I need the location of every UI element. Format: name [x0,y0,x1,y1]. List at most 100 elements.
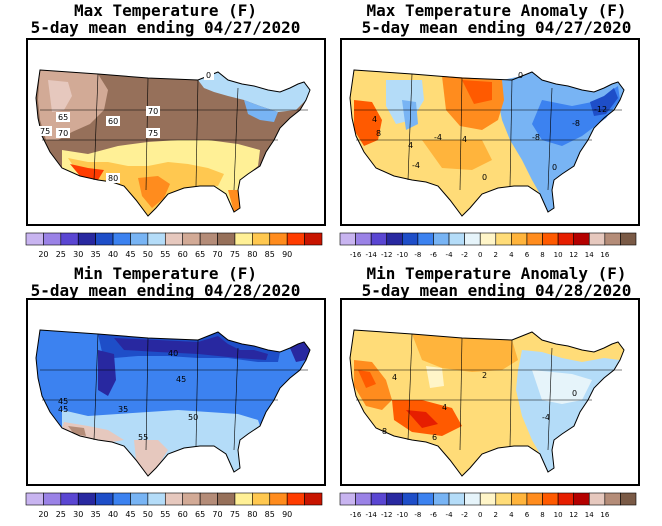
colorbar-tick-label: 85 [265,510,275,519]
colorbar-swatch [573,492,590,506]
us-outline [349,329,625,477]
region-north-central-hotter [462,80,492,104]
colorbar-tick-label: 35 [91,250,101,259]
colorbar-tick-label: -6 [430,511,438,519]
colorbar-tick-label: 16 [600,511,609,519]
colorbar-swatch [25,232,44,246]
colorbar-tick-label: 50 [143,510,153,519]
map-frame: 4 2 4 8 -4 0 6 [340,298,640,486]
contour-labels: 4 2 4 8 -4 0 6 [382,371,577,442]
panel-title-line1: Min Temperature (F) [73,264,258,283]
colorbar-swatch [130,232,149,246]
colorbar-swatch [164,232,183,246]
colorbar-svg: -16 -14 -12 -10 -8 -6 -4 -2 0 2 4 6 8 10 12 14 16 [339,232,637,259]
contour-label: -8 [532,133,540,142]
colorbar-swatch [234,492,253,506]
colorbar-tick-label: -12 [381,251,392,259]
contour-label: -8 [572,119,580,128]
panel-title-line1: Max Temperature Anomaly (F) [366,1,627,20]
colorbar-swatch [252,232,271,246]
colorbar-swatch [286,232,305,246]
colorbar-swatch [43,232,62,246]
colorbar-tick-label: 25 [56,250,66,259]
colorbar-tick-label: 80 [247,510,257,519]
colorbar-tick-label: 75 [230,250,240,259]
colorbar-tick-label: -2 [461,251,468,259]
contour-label: -4 [434,133,442,142]
contour-label: 45 [58,397,68,406]
colorbar-tick-label: -14 [365,251,377,259]
colorbar-swatch [386,232,403,246]
colorbar-tick-label: 65 [195,510,205,519]
contour-label: 4 [442,403,447,412]
contour-label: 35 [118,405,128,414]
colorbar-tick-label: 35 [91,510,101,519]
colorbar-swatch [60,492,79,506]
colorbar-swatch [464,232,481,246]
colorbar-swatch [147,492,166,506]
colorbar-swatch [304,232,323,246]
colorbar-tick-label: -10 [397,511,408,519]
contour-label: 45 [176,375,186,384]
colorbar-swatch [479,492,497,506]
colorbar-tick-label: 55 [160,510,170,519]
region-east-neutral [532,370,592,404]
colorbar-swatch [370,492,388,506]
colorbar-swatch [199,232,218,246]
colorbar-tick-label: -6 [430,251,438,259]
colorbar-tick-label: 40 [108,510,118,519]
colorbar-tick-label: 25 [56,510,66,519]
colorbar-tick-label: -4 [446,251,454,259]
colorbar-swatch [112,492,131,506]
colorbar-swatch [557,492,574,506]
region-sw-hottest [406,410,438,428]
contour-label: 0 [482,173,487,182]
colorbar-tick-label: 0 [478,511,482,519]
colorbar-tick-label: 65 [195,250,205,259]
colorbar-swatch [95,492,114,506]
contour-label: 8 [382,427,387,436]
colorbar-tick-label: 2 [494,511,498,519]
region-west-light [48,80,72,112]
colorbar-swatch [620,232,637,246]
colorbar-swatch [495,492,512,506]
region-mid-cool [426,366,444,388]
colorbar-swatch [433,232,450,246]
colorbar-tick-label: 70 [212,250,222,259]
colorbar-tick-label: 12 [569,251,578,259]
colorbar-tick-label: 90 [282,250,292,259]
colorbar-swatch [304,492,323,506]
colorbar-swatch [25,492,44,506]
colorbar-swatch [620,492,637,506]
colorbar-tick-label: 14 [585,511,594,519]
colorbar-swatch [448,492,465,506]
colorbar-swatch [433,492,450,506]
colorbar: -16 -14 -12 -10 -8 -6 -4 -2 0 2 4 6 8 10 12 14 16 [339,232,637,261]
colorbar-tick-label: 8 [540,251,544,259]
map-frame: 40 45 45 45 35 50 55 [26,298,326,486]
contour-label: 4 [462,135,467,144]
colorbar-swatch [355,492,372,506]
colorbar-swatch [604,492,621,506]
panel-title-line1: Min Temperature Anomaly (F) [366,264,627,283]
region-cool-great-lakes [244,100,278,122]
region-south-hot [70,164,104,180]
colorbar-swatch [77,232,96,246]
colorbar-swatch [217,492,236,506]
colorbar-tick-label: 10 [554,251,563,259]
contour-label: 6 [432,433,437,442]
contour-labels: 0 4 8 4 -4 -8 -8 4 -4 0 0 -12 [372,71,607,182]
state-lines [354,333,622,451]
contour-label: 75 [148,129,158,138]
contour-label: -4 [542,413,550,422]
region-west-hot [354,100,382,146]
region-rockies-cool [402,100,418,130]
colorbar-svg: 20 25 30 35 40 45 50 55 60 65 70 75 80 85 90 [25,232,323,259]
colorbar-swatch [339,492,356,506]
contour-label: 0 [572,389,577,398]
map-frame: 65 60 70 75 70 75 80 0 [26,38,326,226]
panel-title-line2: 5-day mean ending 04/27/2020 [30,18,301,37]
colorbar-tick-label: 4 [509,511,514,519]
colorbar-tick-label: 0 [478,251,482,259]
colorbar-svg: -16 -14 -12 -10 -8 -6 -4 -2 0 2 4 6 8 10 12 14 16 [339,492,637,519]
